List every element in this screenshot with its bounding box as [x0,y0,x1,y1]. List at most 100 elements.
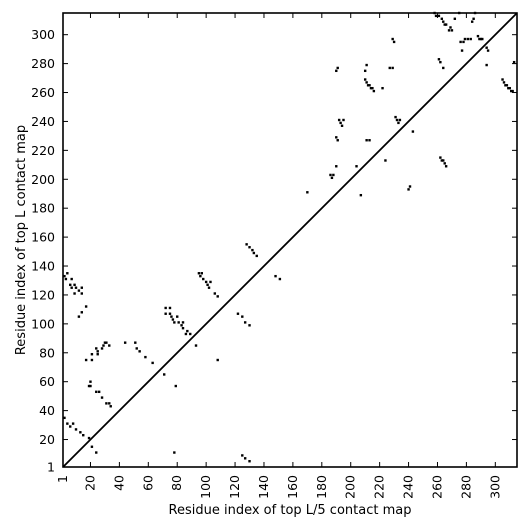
contact-point [330,176,334,180]
y-tick-label: 200 [31,172,55,187]
contact-point [466,37,470,41]
contact-point [439,156,442,159]
contact-point [336,66,339,70]
contact-point [329,173,332,177]
contact-point [80,292,83,295]
contact-point [180,324,183,327]
contact-point [80,311,83,314]
y-tick-label: 160 [31,230,55,245]
x-tick-label: 40 [111,475,126,491]
contact-point [255,254,258,258]
contact-point [194,344,198,347]
contact-point [70,277,73,281]
y-tick-label: 80 [39,345,55,360]
contact-point [366,84,370,87]
contact-point [443,23,446,26]
contact-point [507,86,510,90]
contact-point [392,40,396,44]
contact-point [363,69,367,73]
contact-point [394,115,397,119]
contact-point [342,118,345,122]
contact-point [163,373,166,376]
contact-point [216,295,219,298]
contact-points [63,11,516,463]
contact-point [164,312,167,315]
contact-point [102,344,105,347]
contact-point [177,321,180,324]
contact-point [96,350,99,353]
contact-point [439,60,442,64]
contact-point [241,454,244,457]
contact-point [144,355,147,359]
x-tick-label: 120 [227,475,242,499]
y-tick-label: 180 [31,201,55,216]
diagonal-line [62,12,518,468]
contact-point [248,246,251,249]
contact-point [151,361,154,365]
contact-point [216,358,219,362]
contact-point [501,78,504,81]
contact-point [176,315,179,318]
y-tick-label: 220 [31,143,55,158]
contact-point [332,173,335,177]
contact-point [197,272,201,275]
contact-point [372,89,376,93]
contact-point [186,329,189,333]
contact-point [73,292,76,295]
contact-point [408,185,412,188]
contact-point [243,457,247,460]
contact-point [189,332,192,336]
contact-point [73,283,76,287]
contact-point [444,165,448,168]
contact-point [95,347,98,350]
contact-point [95,451,98,454]
contact-point [108,344,111,347]
contact-point [485,63,488,67]
contact-point [335,165,338,168]
contact-point [463,37,467,41]
contact-point [274,274,277,278]
contact-point [335,136,338,139]
contact-point [398,118,402,122]
contact-point [108,402,111,405]
contact-point [199,274,202,278]
contact-point [69,425,72,428]
contact-point [164,306,167,310]
contact-point [168,312,172,315]
contact-point [397,121,400,125]
contact-point [248,324,251,327]
contact-point [462,40,465,44]
contact-point [171,318,175,321]
contact-point [90,358,94,362]
contact-point [365,63,368,67]
contact-point [447,29,451,32]
contact-point [511,89,514,93]
contact-point [103,341,107,344]
contact-point [437,14,441,18]
contact-point [443,162,446,165]
contact-point [123,341,127,344]
contact-point [66,272,69,275]
contact-point [213,292,217,295]
contact-point [236,312,240,315]
contact-point [437,58,441,61]
x-tick-label: 160 [285,475,300,499]
contact-point [469,37,472,41]
y-tick-label: 20 [39,432,55,447]
contact-point [80,286,83,289]
contact-point [207,286,211,289]
contact-point [340,124,344,127]
contact-point [440,159,444,162]
contact-point [168,306,172,310]
contact-point [90,445,94,448]
contact-point [391,66,394,70]
contact-point [84,305,88,308]
contact-point [508,86,511,90]
contact-point [278,277,282,281]
contact-point [449,26,452,29]
contact-point [453,17,457,20]
y-tick-label: 260 [31,85,55,100]
contact-point [181,321,185,324]
contact-point [504,84,507,87]
